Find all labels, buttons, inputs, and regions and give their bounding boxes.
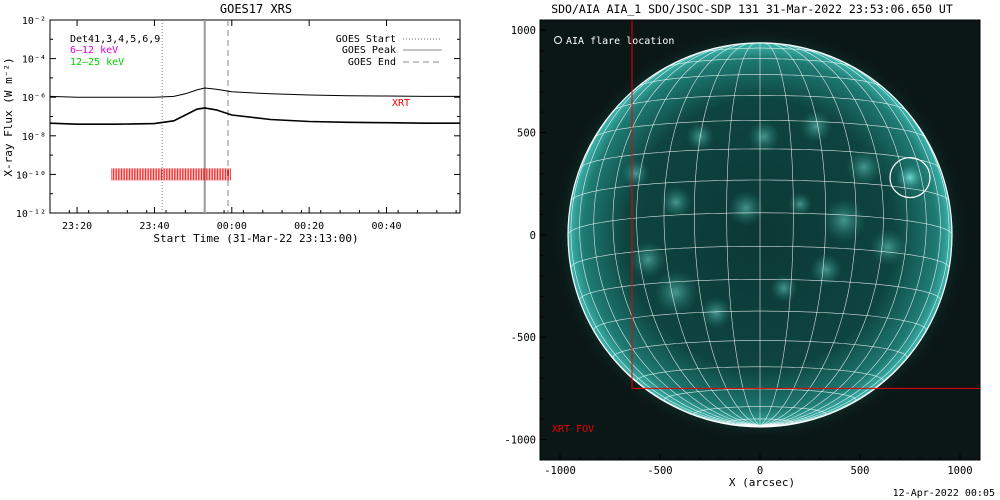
active-region-glow [654,270,698,315]
flare-legend-text: AIA flare location [566,36,674,47]
longitude-line [726,42,761,426]
aia-y-axis: -1000 -500 0 500 1000 [504,25,546,447]
aia-xtick-label: 500 [851,465,870,477]
longitude-line [693,42,761,426]
longitude-line [759,42,827,426]
goes-x-axis: 23:20 23:40 00:00 00:20 00:40 [49,20,457,232]
active-region-glow [810,253,842,286]
longitude-line [759,42,794,426]
longitude-line [579,52,761,426]
flare-legend-marker [554,36,562,44]
active-region-glow [788,192,812,217]
longitude-line [636,43,761,426]
goes-ytick-label: 10⁻¹² [16,209,46,220]
goes-ytick-label: 10⁻² [22,16,46,27]
goes-xlabel: Start Time (31-Mar-22 23:13:00) [153,232,358,245]
aia-xtick-label: 1000 [947,465,972,477]
goes-y-axis: 10⁻¹² 10⁻¹⁰ 10⁻⁸ 10⁻⁶ 10⁻⁴ 10⁻² [16,16,460,220]
active-region-glow [728,190,764,227]
longitude-line [593,46,761,426]
footer-timestamp: 12-Apr-2022 00:05 [893,488,995,499]
xrt-label: XRT [392,98,410,109]
legend-12-25kev: 12–25 keV [70,57,124,68]
goes-xtick-label: 00:20 [294,221,324,232]
longitude-line [759,43,857,426]
goes-ytick-label: 10⁻⁴ [22,55,46,66]
goes-xtick-label: 23:40 [139,221,169,232]
active-region-glow [846,149,882,186]
aia-xlabel: X (arcsec) [729,476,795,489]
longitude-line [759,43,884,426]
aia-title: SDO/AIA AIA_1 SDO/JSOC-SDP 131 31-Mar-20… [551,2,953,16]
aia-xtick-label: 0 [757,465,763,477]
aia-xtick-label: -500 [647,465,672,477]
goes-ytick-label: 10⁻¹⁰ [16,170,46,181]
solar-limb [567,42,953,428]
legend-detectors: Det41,3,4,5,6,9 [70,34,160,45]
active-region-glow [800,110,832,143]
goes-chart: GOES17 XRS 10⁻¹² 10⁻¹⁰ 10⁻⁸ 10⁻⁶ 10⁻⁴ 10⁻² 23… [2,2,461,245]
aia-x-axis: -1000 -500 0 500 1000 [544,454,973,477]
aia-ytick-label: -500 [511,332,536,344]
active-region-glow [622,159,650,188]
aia-ytick-label: 500 [517,128,536,140]
aia-xtick-label: -1000 [544,465,576,477]
solar-texture [622,110,924,329]
goes-ytick-label: 10⁻⁸ [22,132,46,143]
longitude-line [759,75,950,426]
aia-ytick-label: 1000 [511,25,536,37]
goes-event-lines [161,20,229,213]
active-region-glow [700,296,732,329]
aia-image-chart: SDO/AIA AIA_1 SDO/JSOC-SDP 131 31-Mar-20… [504,2,981,489]
goes-xtick-label: 23:20 [62,221,92,232]
active-region-glow [748,120,780,153]
goes-series-group [49,87,460,125]
longitude-line [759,52,941,426]
flare-location-circle [889,156,931,199]
goes-series-line [49,107,460,125]
goes-series-line [49,87,460,98]
legend-6-12kev: 6–12 keV [70,45,118,56]
goes-xtick-label: 00:40 [371,221,401,232]
goes-xtick-label: 00:00 [217,221,247,232]
active-region-glow [630,241,666,278]
goes-ylabel: X-ray Flux (W m⁻²) [2,57,15,176]
active-region-glow [822,198,866,243]
legend-goes-start: GOES Start [336,34,396,45]
xrt-fov-box [631,20,980,389]
flare-region-glow [896,163,924,192]
active-region-glow [770,274,798,303]
goes-ytick-label: 10⁻⁶ [22,93,46,104]
longitude-line [663,43,761,426]
xrt-fov-label: XRT FOV [552,424,594,435]
longitude-line [759,46,927,426]
longitude-line [759,44,908,426]
longitude-line [570,75,761,426]
legend-goes-end: GOES End [348,57,396,68]
longitude-line [612,44,761,426]
goes-title: GOES17 XRS [220,2,292,16]
aia-ytick-label: -1000 [504,435,536,447]
legend-goes-peak: GOES Peak [342,45,396,56]
xrt-observation-bars [111,168,231,181]
active-region-glow [660,186,692,219]
aia-ytick-label: 0 [530,230,536,242]
active-region-glow [870,229,906,266]
